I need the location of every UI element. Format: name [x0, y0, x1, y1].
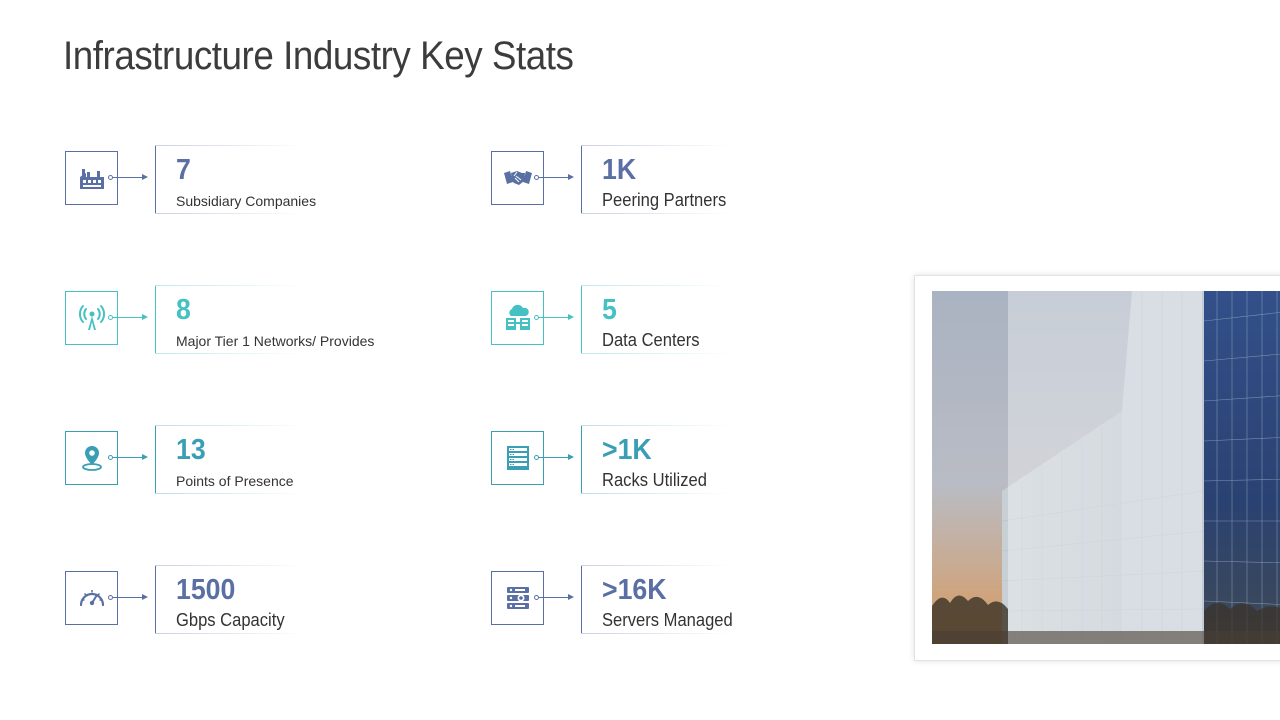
- stat-value: 1K: [602, 154, 637, 186]
- stat-tier1-networks: 8 Major Tier 1 Networks/ Provides: [65, 285, 465, 357]
- stat-value: >16K: [602, 574, 667, 606]
- stat-label: Subsidiary Companies: [176, 193, 317, 209]
- speedometer-icon: [65, 571, 118, 625]
- stat-servers-managed: >16K Servers Managed: [491, 565, 891, 637]
- stat-label: Servers Managed: [602, 610, 733, 630]
- stat-value: 7: [176, 154, 191, 186]
- stat-racks-utilized: >1K Racks Utilized: [491, 425, 891, 497]
- stat-label: Major Tier 1 Networks/ Provides: [176, 333, 375, 349]
- stat-label: Points of Presence: [176, 473, 294, 489]
- stat-value: 1500: [176, 574, 236, 606]
- stat-label: Gbps Capacity: [176, 610, 285, 630]
- photo-frame: [914, 275, 1280, 661]
- stat-subsidiary-companies: 7 Subsidiary Companies: [65, 145, 465, 217]
- stat-label: Peering Partners: [602, 190, 727, 210]
- page-title: Infrastructure Industry Key Stats: [63, 34, 574, 78]
- stat-value: 8: [176, 294, 191, 326]
- stat-data-centers: 5 Data Centers: [491, 285, 891, 357]
- stat-points-of-presence: 13 Points of Presence: [65, 425, 465, 497]
- stat-label: Data Centers: [602, 330, 700, 350]
- stat-value: 5: [602, 294, 617, 326]
- stat-peering-partners: 1K Peering Partners: [491, 145, 891, 217]
- building-photo: [932, 291, 1280, 644]
- stat-label: Racks Utilized: [602, 470, 707, 490]
- stat-gbps-capacity: 1500 Gbps Capacity: [65, 565, 465, 637]
- stat-value: 13: [176, 434, 206, 466]
- stat-value: >1K: [602, 434, 652, 466]
